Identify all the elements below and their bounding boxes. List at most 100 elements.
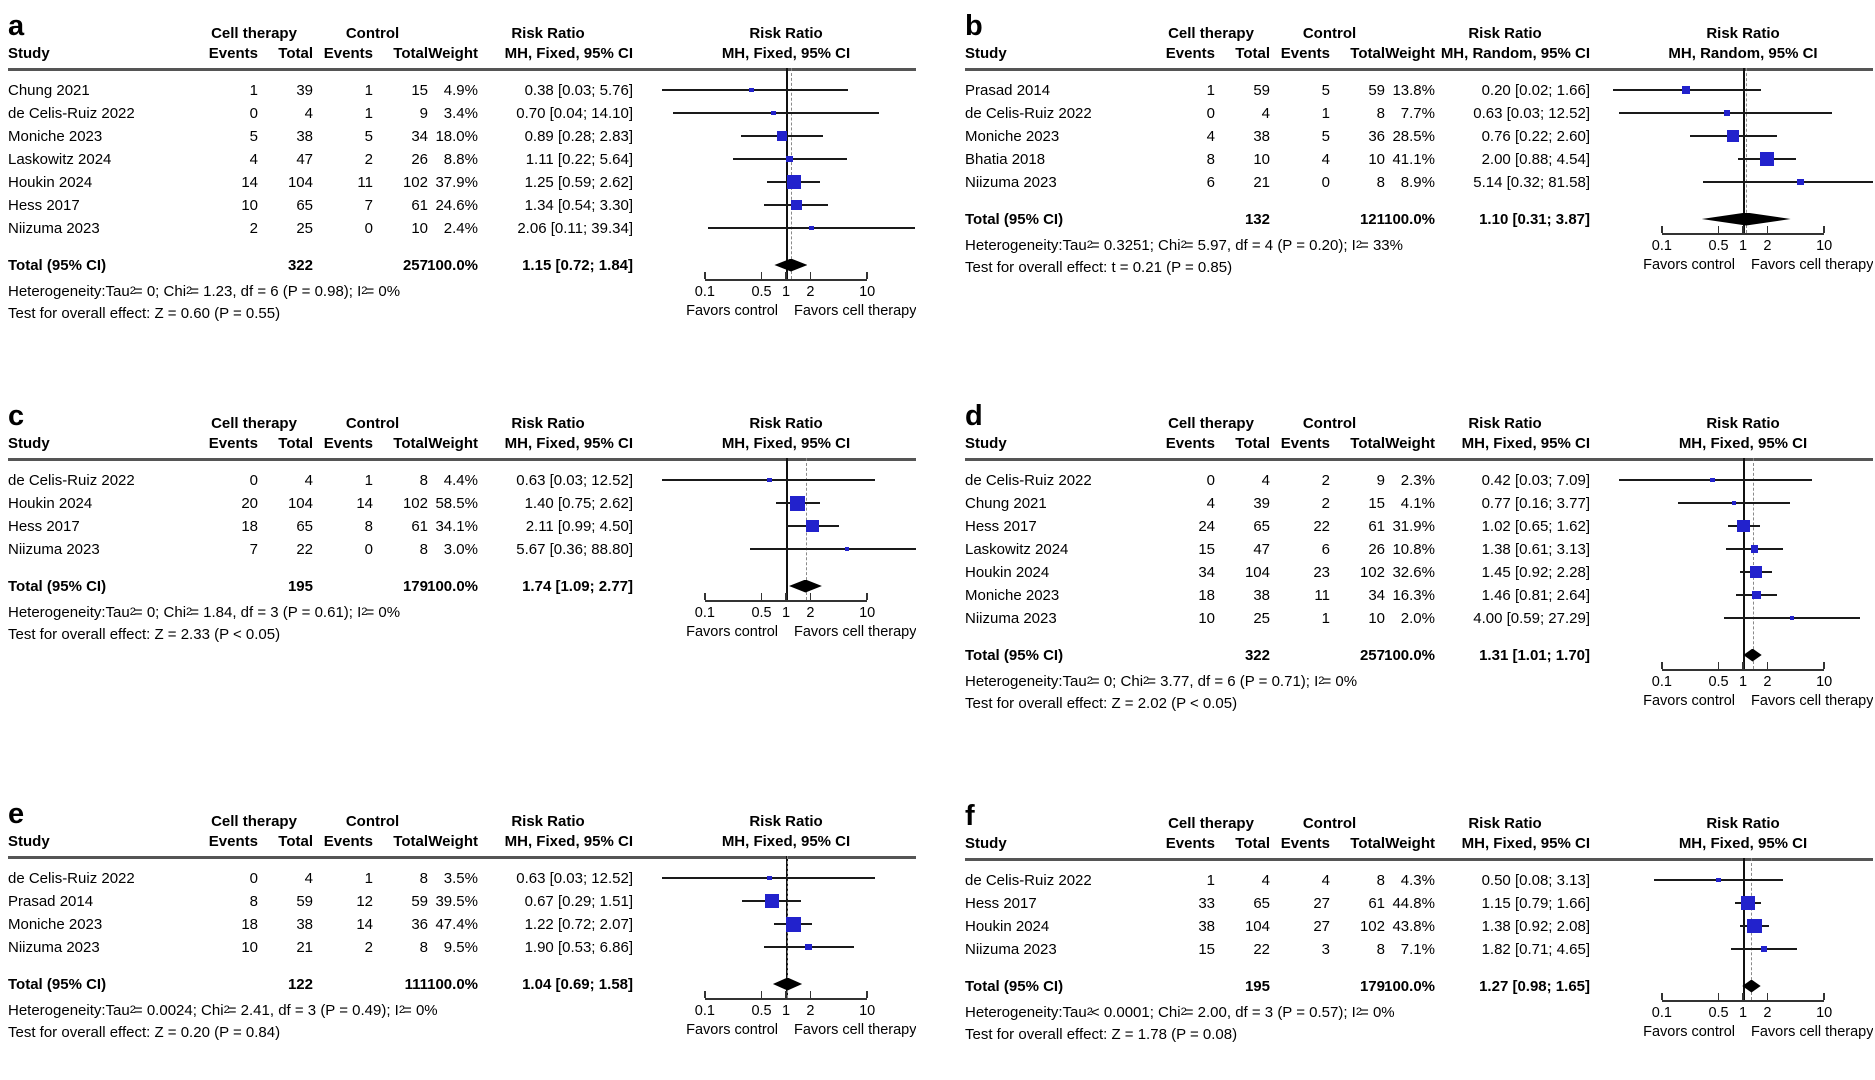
heterogeneity-text: Heterogeneity:Tau 2 = 0; Chi 2 = 3.77, df …	[965, 673, 1358, 690]
plot-header-risk-ratio: Risk Ratio	[749, 415, 823, 432]
study-ci-text: 0.38 [0.03; 5.76]	[524, 82, 633, 99]
forest-panel-a: a Cell therapy Control Risk Ratio Study Event…	[8, 10, 916, 360]
effect-square	[767, 875, 772, 881]
panel-label: c	[8, 400, 25, 432]
study-weight: 4.9%	[443, 82, 478, 99]
study-ct-events: 20	[241, 495, 258, 512]
study-name: de Celis-Ruiz 2022	[8, 105, 135, 122]
forest-panel-f: f Cell therapy Control Risk Ratio Study Event…	[965, 800, 1873, 1080]
col-header-events-1: Events	[1165, 835, 1215, 852]
plot-header-method: MH, Random, 95% CI	[1668, 45, 1818, 62]
x-axis-tick	[785, 272, 787, 279]
x-axis-tick	[809, 991, 812, 998]
study-ct-events: 6	[1206, 174, 1215, 191]
col-header-events-2: Events	[323, 45, 373, 62]
study-c-events: 22	[1313, 518, 1330, 535]
study-name: Hess 2017	[965, 895, 1037, 912]
pooled-effect-dashed-line	[790, 68, 792, 279]
study-ct-events: 2	[249, 220, 258, 237]
x-axis-tick	[1717, 662, 1720, 669]
study-weight: 18.0%	[435, 128, 478, 145]
study-c-total: 36	[411, 916, 428, 933]
header-rule	[8, 458, 916, 461]
study-c-total: 61	[1368, 518, 1385, 535]
study-name: Hess 2017	[965, 518, 1037, 535]
x-axis-tick-label: 2	[1763, 1005, 1772, 1021]
study-ct-events: 10	[241, 939, 258, 956]
col-header-control: Control	[1302, 815, 1357, 832]
total-weight: 100.0%	[1384, 647, 1435, 664]
study-ci-text: 1.34 [0.54; 3.30]	[524, 197, 633, 214]
total-weight: 100.0%	[427, 578, 478, 595]
heterogeneity-text: Heterogeneity:Tau 2 = 0; Chi 2 = 1.23, df …	[8, 283, 401, 300]
study-ct-total: 10	[1253, 151, 1270, 168]
study-c-total: 102	[402, 495, 428, 512]
study-c-events: 2	[364, 151, 373, 168]
effect-square	[777, 131, 787, 141]
x-axis-tick-label: 0.5	[1708, 1005, 1729, 1021]
x-axis-tick-label: 0.5	[751, 1003, 772, 1019]
study-c-events: 5	[1321, 128, 1330, 145]
total-weight: 100.0%	[427, 976, 478, 993]
x-axis-tick	[866, 593, 868, 600]
study-c-events: 11	[357, 174, 373, 191]
study-name: de Celis-Ruiz 2022	[8, 472, 135, 489]
study-name: Laskowitz 2024	[8, 151, 112, 168]
summary-diamond	[1701, 212, 1791, 226]
panel-label: a	[8, 10, 25, 42]
ci-line	[1702, 181, 1873, 183]
effect-square	[749, 87, 755, 93]
study-weight: 47.4%	[435, 916, 478, 933]
study-c-events: 27	[1313, 918, 1330, 935]
study-c-total: 59	[411, 893, 428, 910]
col-header-cell-therapy: Cell therapy	[1168, 815, 1254, 832]
total-c-total: 179	[402, 578, 428, 595]
total-weight: 100.0%	[1384, 978, 1435, 995]
x-axis-tick-label: 0.1	[1651, 238, 1672, 254]
study-ct-events: 24	[1198, 518, 1215, 535]
x-axis-tick	[1717, 226, 1720, 233]
x-axis-tick	[785, 991, 787, 998]
study-name: Chung 2021	[8, 82, 90, 99]
study-ct-total: 25	[1253, 610, 1270, 627]
effect-square	[785, 916, 801, 932]
study-c-events: 2	[364, 939, 373, 956]
ci-line	[662, 89, 848, 91]
col-header-events-1: Events	[1165, 435, 1215, 452]
summary-diamond	[772, 977, 803, 991]
study-name: Houkin 2024	[965, 918, 1050, 935]
x-axis-line	[704, 600, 868, 602]
effect-square	[1727, 130, 1740, 142]
study-c-total: 61	[411, 518, 428, 535]
study-ci-text: 0.63 [0.03; 12.52]	[516, 472, 633, 489]
x-axis-tick-label: 1	[781, 284, 791, 300]
total-ci-text: 1.27 [0.98; 1.65]	[1479, 978, 1590, 995]
total-ct-total: 322	[287, 257, 313, 274]
x-axis-line	[1661, 669, 1825, 671]
study-c-total: 61	[411, 197, 428, 214]
study-ct-events: 1	[249, 82, 258, 99]
x-axis-tick-label: 0.5	[1708, 238, 1729, 254]
col-header-events-2: Events	[1280, 45, 1330, 62]
col-header-events-2: Events	[1280, 435, 1330, 452]
study-weight: 3.4%	[443, 105, 478, 122]
forest-plot-area: 0.1 0.5 1 2 10 Favors control Favors cell ther…	[1613, 400, 1873, 729]
header-rule	[965, 68, 1873, 71]
total-label: Total (95% CI)	[8, 976, 107, 993]
study-ct-total: 4	[1261, 105, 1270, 122]
effect-square	[1740, 895, 1756, 911]
col-header-method: MH, Fixed, 95% CI	[1461, 835, 1590, 852]
study-ci-text: 1.02 [0.65; 1.62]	[1481, 518, 1590, 535]
col-header-risk-ratio: Risk Ratio	[1468, 415, 1542, 432]
x-axis-tick	[704, 593, 706, 600]
study-weight: 8.8%	[443, 151, 478, 168]
study-c-total: 36	[1368, 128, 1385, 145]
study-ct-total: 104	[1244, 564, 1270, 581]
x-axis-tick	[785, 593, 787, 600]
study-c-events: 4	[1321, 151, 1330, 168]
study-ct-total: 47	[1253, 541, 1270, 558]
study-c-events: 2	[1321, 472, 1330, 489]
panel-label: f	[965, 800, 975, 832]
plot-header-method: MH, Fixed, 95% CI	[721, 435, 851, 452]
total-ct-total: 322	[1244, 647, 1270, 664]
